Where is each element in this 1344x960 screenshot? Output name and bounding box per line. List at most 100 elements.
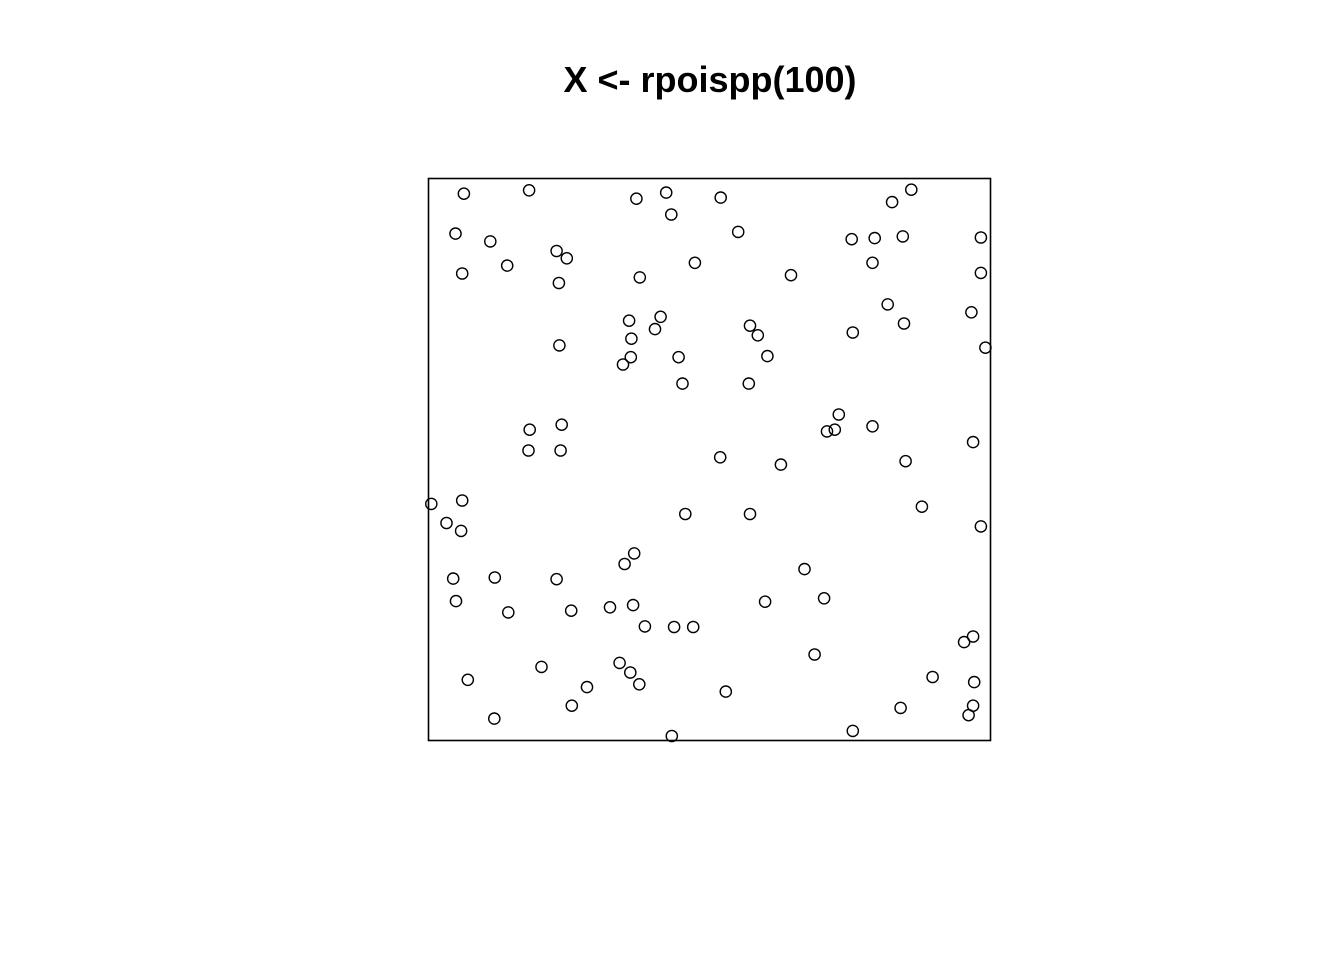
data-point-8: [449, 227, 462, 240]
data-point-23: [974, 231, 988, 244]
data-point-37: [672, 350, 685, 364]
data-point-95: [894, 701, 907, 715]
data-point-6: [905, 183, 918, 196]
data-point-58: [454, 524, 468, 538]
data-point-69: [449, 594, 463, 608]
points-layer: [424, 183, 992, 743]
data-point-18: [784, 268, 798, 282]
data-point-28: [965, 305, 978, 319]
data-point-84: [624, 666, 637, 679]
data-point-50: [522, 444, 535, 457]
data-point-15: [633, 271, 647, 284]
data-point-72: [603, 601, 617, 614]
data-point-89: [926, 670, 939, 684]
data-point-3: [659, 186, 673, 199]
data-point-20: [868, 231, 882, 245]
data-point-78: [817, 592, 831, 605]
data-point-17: [731, 225, 745, 239]
data-point-73: [626, 598, 640, 612]
data-point-40: [751, 328, 765, 342]
data-point-4: [714, 191, 728, 204]
data-point-56: [455, 494, 469, 507]
data-point-62: [974, 520, 988, 533]
data-point-24: [974, 266, 988, 280]
data-point-2: [630, 192, 643, 205]
data-point-92: [487, 712, 501, 725]
data-point-79: [808, 648, 821, 661]
data-point-61: [915, 500, 929, 514]
data-point-46: [866, 419, 879, 433]
data-point-26: [897, 317, 911, 330]
data-point-31: [654, 310, 667, 324]
data-point-70: [501, 606, 515, 619]
data-point-67: [618, 557, 631, 571]
data-point-25: [881, 298, 895, 311]
data-point-47: [966, 435, 980, 449]
data-point-48: [555, 418, 569, 432]
data-point-86: [461, 673, 475, 687]
data-point-90: [967, 675, 981, 689]
data-point-41: [761, 349, 774, 363]
data-point-7: [885, 195, 899, 209]
data-point-35: [616, 358, 630, 371]
data-point-43: [832, 408, 846, 421]
data-point-19: [845, 232, 859, 246]
data-point-13: [455, 267, 469, 280]
data-point-5: [665, 208, 678, 221]
chart-title: X <- rpoispp(100): [563, 59, 857, 100]
data-point-29: [979, 341, 992, 355]
data-point-77: [758, 595, 772, 609]
data-point-52: [713, 450, 727, 464]
data-point-57: [440, 516, 453, 530]
data-point-83: [613, 656, 626, 670]
data-point-33: [625, 332, 638, 346]
data-point-80: [957, 635, 971, 649]
data-point-85: [633, 678, 646, 691]
data-point-1: [522, 183, 536, 197]
data-point-22: [866, 256, 879, 270]
data-point-97: [962, 708, 975, 722]
window-boundary: [427, 177, 992, 742]
data-point-16: [688, 256, 702, 270]
data-point-38: [676, 377, 689, 390]
data-point-45: [820, 425, 834, 438]
data-point-75: [667, 620, 681, 634]
data-point-53: [774, 458, 788, 471]
data-point-76: [686, 620, 700, 634]
data-point-51: [554, 444, 567, 457]
data-point-93: [665, 729, 679, 743]
data-point-49: [523, 423, 537, 437]
data-point-82: [535, 660, 548, 674]
data-point-30: [622, 314, 636, 328]
data-point-36: [553, 339, 566, 352]
data-point-94: [846, 724, 860, 738]
data-point-12: [500, 259, 514, 272]
data-point-39: [743, 319, 757, 333]
data-point-27: [846, 326, 860, 339]
data-point-71: [564, 604, 578, 618]
data-point-34: [624, 350, 638, 364]
data-point-14: [552, 276, 566, 290]
data-point-21: [896, 230, 910, 243]
data-point-88: [719, 685, 733, 698]
data-point-81: [966, 630, 980, 643]
data-point-66: [627, 547, 641, 560]
data-point-44: [828, 423, 842, 437]
data-point-10: [550, 244, 563, 258]
data-point-55: [424, 497, 438, 511]
data-point-63: [446, 572, 460, 585]
data-point-0: [457, 187, 471, 200]
data-point-32: [648, 322, 662, 336]
data-point-68: [798, 562, 811, 576]
data-point-65: [550, 572, 563, 586]
data-point-74: [638, 620, 652, 633]
data-point-9: [483, 235, 497, 248]
data-point-87: [580, 680, 594, 694]
data-point-91: [565, 699, 579, 713]
data-point-60: [743, 507, 757, 521]
data-point-59: [679, 507, 692, 521]
data-point-11: [560, 251, 574, 265]
data-point-54: [899, 454, 912, 468]
data-point-64: [488, 571, 502, 584]
